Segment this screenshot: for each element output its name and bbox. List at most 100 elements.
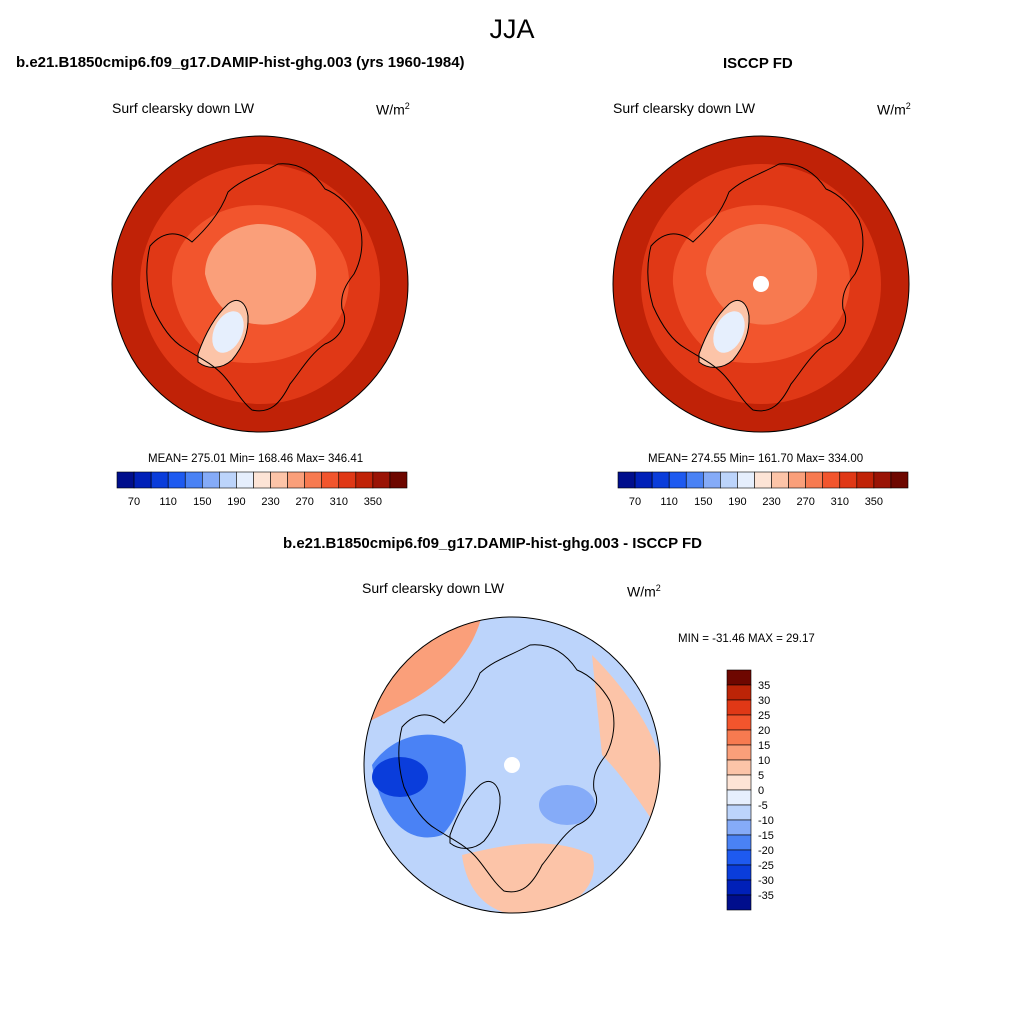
colorbar-tick-label: -35 bbox=[758, 890, 774, 902]
panel1-units: W/m2 bbox=[376, 101, 410, 118]
colorbar-box bbox=[856, 471, 875, 489]
colorbar-box bbox=[737, 471, 755, 489]
colorbar-tick-label: 110 bbox=[159, 496, 177, 508]
panel1-colorbar: 70 110 150 190 230 270 310 350 bbox=[116, 471, 408, 508]
greenland-coastline bbox=[197, 300, 249, 368]
panel3-polar-map bbox=[363, 616, 661, 914]
colorbar-box bbox=[253, 471, 271, 489]
colorbar-box bbox=[355, 471, 374, 489]
colorbar-box bbox=[634, 471, 653, 489]
colorbar-tick-label: 20 bbox=[758, 725, 770, 737]
colorbar-box bbox=[726, 759, 752, 776]
colorbar-box bbox=[788, 471, 806, 489]
hudson-region-fill bbox=[372, 757, 428, 797]
colorbar-box bbox=[726, 789, 752, 806]
colorbar-tick-label: 25 bbox=[758, 710, 770, 722]
coastline bbox=[647, 163, 864, 412]
colorbar-box bbox=[805, 471, 824, 489]
colorbar-box bbox=[890, 471, 909, 489]
colorbar-box bbox=[726, 879, 752, 896]
colorbar-box bbox=[726, 849, 752, 866]
panel3-variable-label: Surf clearsky down LW bbox=[362, 580, 505, 596]
panel1-title: b.e21.B1850cmip6.f09_g17.DAMIP-hist-ghg.… bbox=[16, 54, 465, 71]
colorbar-box bbox=[822, 471, 841, 489]
colorbar-box bbox=[219, 471, 237, 489]
colorbar-tick-label: -20 bbox=[758, 845, 774, 857]
panel2-stats: MEAN= 274.55 Min= 161.70 Max= 334.00 bbox=[648, 453, 864, 465]
panel2-units: W/m2 bbox=[877, 101, 911, 118]
colorbar-box bbox=[304, 471, 323, 489]
figure-title: JJA bbox=[489, 14, 535, 44]
colorbar-box bbox=[702, 471, 721, 489]
colorbar-box bbox=[270, 471, 288, 489]
map-border bbox=[612, 135, 910, 433]
greenland-interior-fill bbox=[713, 311, 745, 353]
colorbar-box bbox=[338, 471, 357, 489]
panel2-polar-map bbox=[612, 135, 910, 433]
europe-fill bbox=[462, 843, 594, 913]
colorbar-tick-label: 310 bbox=[831, 496, 849, 508]
colorbar-box bbox=[236, 471, 254, 489]
colorbar-box bbox=[184, 471, 203, 489]
colorbar-tick-label: 190 bbox=[728, 496, 746, 508]
colorbar-box bbox=[116, 471, 135, 489]
colorbar-tick-label: 350 bbox=[364, 496, 382, 508]
panel3-colorbar: 35 30 25 20 15 10 5 0 -5 -10 -15 -20 -25 -30 -35 bbox=[726, 669, 774, 911]
colorbar-tick-label: 15 bbox=[758, 740, 770, 752]
colorbar-tick-label: 230 bbox=[762, 496, 780, 508]
colorbar-box bbox=[201, 471, 220, 489]
panel1-stats: MEAN= 275.01 Min= 168.46 Max= 346.41 bbox=[148, 453, 364, 465]
colorbar-box bbox=[617, 471, 636, 489]
colorbar-box bbox=[726, 669, 752, 686]
panel1-variable-label: Surf clearsky down LW bbox=[112, 100, 255, 116]
colorbar-box bbox=[726, 699, 752, 716]
colorbar-box bbox=[685, 471, 704, 489]
colorbar-tick-label: -25 bbox=[758, 860, 774, 872]
colorbar-box bbox=[133, 471, 152, 489]
colorbar-box bbox=[651, 471, 670, 489]
colorbar-tick-label: 230 bbox=[261, 496, 279, 508]
colorbar-box bbox=[321, 471, 340, 489]
colorbar-tick-label: 150 bbox=[694, 496, 712, 508]
panel1-polar-map bbox=[111, 135, 409, 433]
arctic-core-fill bbox=[706, 224, 818, 325]
colorbar-box bbox=[726, 744, 752, 761]
colorbar-tick-label: 5 bbox=[758, 770, 764, 782]
map-border bbox=[111, 135, 409, 433]
panel2-variable-label: Surf clearsky down LW bbox=[613, 100, 756, 116]
colorbar-tick-label: 110 bbox=[660, 496, 678, 508]
colorbar-box bbox=[668, 471, 687, 489]
colorbar-box bbox=[873, 471, 892, 489]
colorbar-box bbox=[167, 471, 186, 489]
greenland-coastline bbox=[698, 300, 750, 368]
colorbar-box bbox=[726, 729, 752, 746]
panel2-colorbar: 70 110 150 190 230 270 310 350 bbox=[617, 471, 909, 508]
colorbar-box bbox=[726, 894, 752, 911]
colorbar-tick-label: 0 bbox=[758, 785, 764, 797]
colorbar-box bbox=[726, 774, 752, 791]
map-border bbox=[363, 616, 661, 914]
colorbar-tick-label: 350 bbox=[865, 496, 883, 508]
greenland-coastline bbox=[449, 781, 501, 849]
colorbar-tick-label: -15 bbox=[758, 830, 774, 842]
colorbar-tick-label: 310 bbox=[330, 496, 348, 508]
colorbar-tick-label: -5 bbox=[758, 800, 768, 812]
colorbar-box bbox=[150, 471, 169, 489]
colorbar-tick-label: 70 bbox=[128, 496, 140, 508]
colorbar-box bbox=[389, 471, 408, 489]
colorbar-box bbox=[287, 471, 305, 489]
colorbar-box bbox=[726, 804, 752, 821]
greenland-interior-fill bbox=[212, 311, 244, 353]
colorbar-box bbox=[726, 864, 752, 881]
panel3-title: b.e21.B1850cmip6.f09_g17.DAMIP-hist-ghg.… bbox=[283, 535, 703, 552]
colorbar-tick-label: 270 bbox=[295, 496, 313, 508]
panel3-stats: MIN = -31.46 MAX = 29.17 bbox=[678, 633, 815, 645]
colorbar-tick-label: -30 bbox=[758, 875, 774, 887]
colorbar-tick-label: 30 bbox=[758, 695, 770, 707]
coastline bbox=[398, 644, 615, 893]
colorbar-box bbox=[726, 714, 752, 731]
colorbar-tick-label: 70 bbox=[629, 496, 641, 508]
pole-hole bbox=[504, 757, 520, 773]
colorbar-box bbox=[372, 471, 391, 489]
arctic-core-fill bbox=[205, 224, 317, 325]
